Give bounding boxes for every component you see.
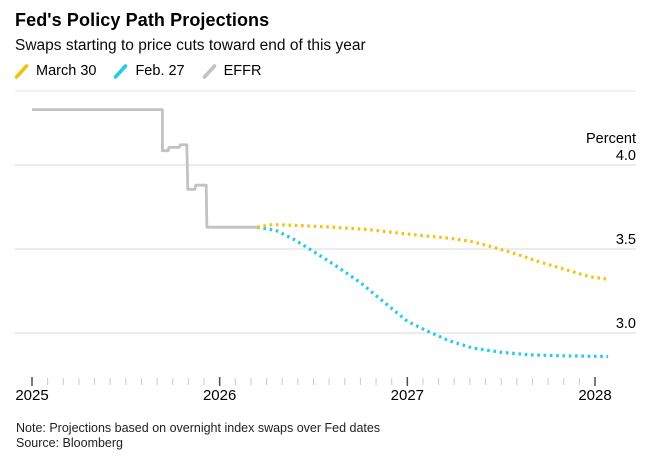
series-line-feb-27: [256, 225, 609, 359]
legend-label: EFFR: [223, 63, 262, 79]
series-line-effr: [32, 108, 258, 229]
legend-label: Feb. 27: [135, 63, 185, 79]
slash-icon: [202, 64, 216, 79]
slash-icon: [114, 64, 128, 79]
slash-icon: [14, 64, 29, 79]
legend-label: March 30: [36, 63, 97, 79]
series-lines: [32, 108, 609, 359]
legend-item-march-30: March 30: [14, 63, 96, 79]
x-axis-label-2026: 2026: [203, 387, 236, 404]
chart-title: Fed's Policy Path Projections: [15, 10, 270, 30]
x-axis-labels: 2025 2026 2027 2028: [15, 387, 611, 404]
legend: March 30 Feb. 27 EFFR: [14, 63, 261, 79]
y-axis-unit-label: Percent: [586, 131, 636, 147]
legend-item-feb-27: Feb. 27: [113, 63, 185, 79]
series-line-march-30: [256, 223, 609, 281]
y-axis-label-4.0: 4.0: [616, 148, 636, 164]
y-axis-label-3.5: 3.5: [616, 232, 636, 248]
legend-item-effr: EFFR: [202, 63, 262, 79]
footer-notes: Note: Projections based on overnight ind…: [16, 421, 380, 451]
x-axis-label-2027: 2027: [391, 387, 424, 404]
gridlines: [15, 90, 636, 334]
chart-subtitle: Swaps starting to price cuts toward end …: [15, 37, 366, 54]
y-axis-label-3.0: 3.0: [616, 316, 636, 332]
x-axis-ticks: [31, 377, 596, 386]
source-line: Source: Bloomberg: [16, 436, 124, 450]
note-line: Note: Projections based on overnight ind…: [16, 421, 381, 435]
x-axis-label-2028: 2028: [578, 387, 611, 404]
x-axis-label-2025: 2025: [15, 387, 48, 404]
